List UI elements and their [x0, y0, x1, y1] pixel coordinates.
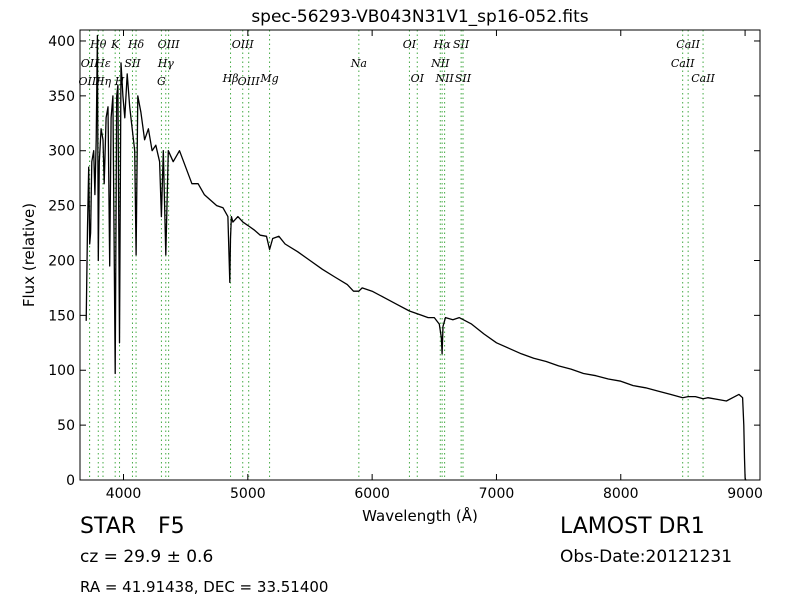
x-tick-label-2: 6000: [354, 486, 390, 502]
marker-label-18: H: [114, 75, 125, 88]
y-tick-label-4: 200: [48, 253, 75, 269]
y-tick-label-7: 350: [48, 89, 75, 105]
marker-label-20: OIII: [238, 75, 261, 88]
y-tick-label-0: 0: [66, 473, 75, 489]
plot-frame: [79, 29, 761, 481]
y-tick-label-3: 150: [48, 308, 75, 324]
marker-label-9: OII: [81, 57, 99, 70]
object-class: STAR: [80, 514, 137, 539]
marker-label-24: NII: [434, 72, 454, 85]
marker-label-4: OIII: [232, 38, 255, 51]
chart-title: spec-56293-VB043N31V1_sp16-052.fits: [251, 7, 588, 27]
x-axis-label: Wavelength (Å): [362, 506, 478, 525]
x-tick-label-5: 9000: [727, 486, 763, 502]
spectrum-line-0: [85, 34, 747, 481]
object-subclass: F5: [158, 514, 185, 539]
y-tick-label-8: 400: [48, 34, 75, 50]
marker-label-10: Hε: [94, 57, 111, 70]
y-tick-label-5: 250: [48, 199, 75, 215]
marker-label-26: CaII: [691, 72, 715, 85]
spectrum-line-layer: [85, 34, 747, 481]
tick-labels: 4000 5000 6000 7000 8000 9000 0 50 100 150 200 250 3…: [48, 30, 763, 502]
redshift-readout: cz = 29.9 ± 0.6: [80, 547, 214, 567]
marker-label-25: SII: [455, 72, 472, 85]
marker-label-17: Hη: [94, 75, 112, 88]
y-axis-label: Flux (relative): [20, 203, 38, 307]
marker-label-5: OI: [403, 38, 417, 51]
axes: [79, 29, 761, 481]
marker-label-21: Hβ: [222, 72, 239, 85]
marker-label-13: Na: [350, 57, 367, 70]
marker-label-11: SII: [124, 57, 141, 70]
x-tick-label-4: 8000: [603, 486, 639, 502]
y-tick-label-1: 50: [57, 418, 75, 434]
marker-label-12: Hγ: [157, 57, 175, 70]
coordinates-readout: RA = 41.91438, DEC = 33.51400: [80, 578, 329, 596]
marker-label-1: K: [110, 38, 120, 51]
marker-label-7: SII: [453, 38, 470, 51]
marker-label-15: CaII: [671, 57, 695, 70]
x-tick-label-3: 7000: [479, 486, 515, 502]
y-tick-label-6: 300: [48, 144, 75, 160]
marker-label-16: OIII: [79, 75, 102, 88]
marker-label-8: CaII: [676, 38, 700, 51]
marker-label-23: OI: [411, 72, 425, 85]
obs-date-readout: Obs-Date:20121231: [560, 547, 733, 567]
marker-label-14: NII: [430, 57, 450, 70]
marker-label-19: G: [157, 75, 166, 88]
x-tick-label-1: 5000: [230, 486, 266, 502]
y-tick-label-2: 100: [48, 363, 75, 379]
marker-label-2: Hδ: [127, 38, 145, 51]
marker-label-6: Hα: [433, 38, 452, 51]
marker-label-3: OIII: [158, 38, 181, 51]
survey-label: LAMOST DR1: [560, 514, 705, 539]
x-tick-label-0: 4000: [106, 486, 142, 502]
marker-label-22: Mg: [259, 72, 278, 85]
